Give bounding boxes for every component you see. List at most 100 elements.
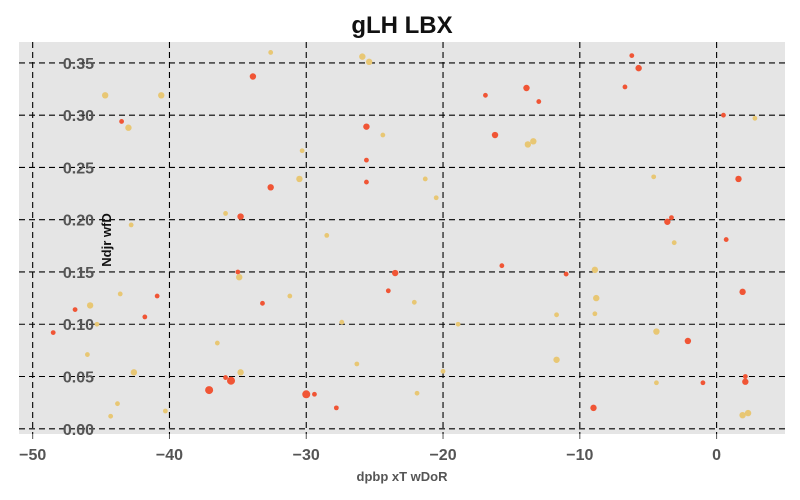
x-tick-label: −50 [19, 447, 46, 464]
scatter-point [268, 50, 274, 55]
scatter-point [622, 84, 628, 90]
scatter-point [499, 263, 505, 269]
axis-ticks: −50 −40 −30 −20 −10 0 0.00 0.05 0.10 0.15 0.20 0.25… [19, 56, 721, 464]
scatter-point [723, 237, 729, 242]
scatter-point [94, 321, 100, 327]
scatter-point [411, 299, 417, 305]
scatter-point [84, 352, 90, 357]
scatter-point [296, 175, 303, 183]
scatter-point [684, 337, 692, 345]
scatter-point [249, 73, 257, 80]
scatter-point [117, 291, 123, 297]
scatter-point [629, 53, 635, 58]
scatter-point [739, 288, 746, 296]
scatter-point [524, 141, 532, 148]
scatter-point [671, 240, 677, 246]
scatter-point [267, 184, 274, 191]
scatter-point [223, 375, 228, 380]
scatter-point [654, 380, 659, 386]
scatter-point [752, 115, 758, 121]
scatter-point [744, 409, 752, 417]
y-axis-label: Ndjr wfD [99, 213, 114, 266]
scatter-point [653, 328, 660, 335]
scatter-point [154, 293, 160, 299]
scatter-point [721, 112, 726, 118]
scatter-point [324, 232, 330, 238]
scatter-point [72, 307, 78, 313]
scatter-point [536, 99, 542, 104]
scatter-point [592, 311, 598, 317]
scatter-point [312, 391, 317, 397]
plot-background [19, 42, 785, 434]
y-tick-label: 0.30 [63, 108, 94, 125]
x-tick-label: −30 [293, 447, 320, 464]
scatter-point [455, 321, 461, 327]
scatter-point [237, 369, 244, 376]
scatter-point [205, 386, 214, 395]
data-points [50, 50, 758, 419]
scatter-point [158, 92, 165, 99]
y-tick-label: 0.10 [63, 317, 94, 334]
scatter-point [742, 378, 749, 385]
scatter-point [553, 356, 560, 363]
scatter-point [339, 319, 345, 325]
scatter-point [235, 269, 241, 275]
scatter-point [440, 368, 446, 374]
scatter-point [563, 271, 569, 277]
scatter-point [433, 195, 439, 201]
scatter-point [119, 119, 124, 124]
scatter-point [363, 123, 370, 130]
scatter-point [530, 138, 537, 145]
y-tick-label: 0.25 [63, 160, 94, 177]
scatter-point [299, 148, 305, 154]
scatter-point [380, 132, 386, 138]
scatter-point [302, 390, 311, 399]
grid [19, 42, 785, 434]
scatter-point [50, 330, 56, 336]
scatter-point [162, 408, 168, 414]
scatter-point [130, 369, 138, 376]
scatter-point [523, 84, 530, 92]
scatter-point [664, 218, 671, 225]
y-tick-label: 0.00 [63, 422, 94, 439]
scatter-point [483, 92, 488, 98]
scatter-point [635, 64, 642, 72]
scatter-point [333, 405, 339, 411]
y-tick-label: 0.20 [63, 213, 94, 230]
scatter-point [287, 293, 293, 299]
x-tick-label: −40 [156, 447, 183, 464]
scatter-point [237, 213, 244, 220]
scatter-point [128, 222, 134, 228]
x-axis-label: dpbp xT wDoR [357, 469, 449, 484]
scatter-point [142, 314, 148, 320]
y-tick-label: 0.15 [63, 265, 94, 282]
y-tick-label: 0.05 [63, 370, 94, 387]
chart-title: gLH LBX [351, 12, 452, 39]
scatter-point [364, 179, 369, 185]
scatter-point [364, 157, 369, 163]
scatter-point [385, 288, 391, 294]
scatter-point [359, 53, 366, 60]
scatter-point [651, 174, 657, 180]
scatter-point [669, 215, 674, 221]
scatter-point [260, 300, 265, 306]
scatter-point [236, 274, 243, 281]
scatter-point [590, 404, 597, 412]
scatter-point [365, 58, 373, 66]
scatter-point [735, 175, 742, 183]
scatter-point [125, 124, 132, 131]
scatter-point [108, 413, 114, 419]
scatter-point [227, 376, 236, 385]
scatter-point [391, 269, 399, 277]
scatter-point [86, 302, 94, 309]
scatter-point [414, 390, 420, 396]
scatter-point [223, 211, 228, 216]
x-tick-label: −20 [429, 447, 456, 464]
scatter-point [700, 380, 706, 386]
scatter-point [214, 340, 220, 346]
scatter-point [422, 176, 428, 182]
scatter-point [115, 401, 120, 407]
scatter-point [591, 266, 599, 274]
scatter-point [742, 374, 748, 379]
